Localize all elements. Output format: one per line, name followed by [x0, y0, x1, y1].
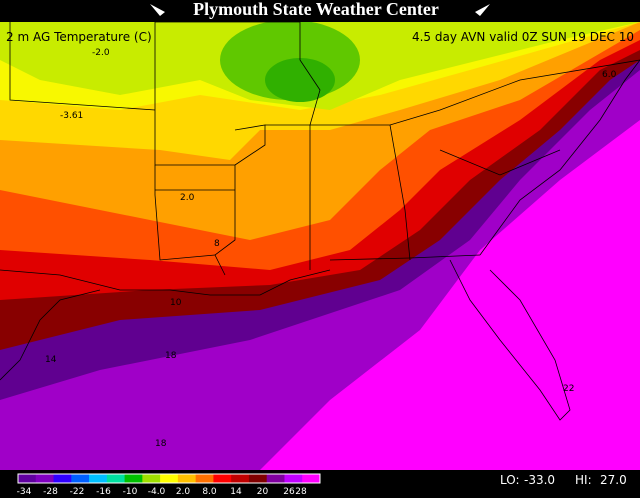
- colorbar-label: 26: [283, 487, 295, 497]
- colorbar-label: 8.0: [202, 487, 217, 497]
- lo-value: -33.0: [524, 473, 555, 487]
- colorbar-swatch: [53, 474, 72, 483]
- colorbar-swatch: [142, 474, 161, 483]
- colorbar-label: 28: [295, 487, 307, 497]
- colorbar-swatch: [213, 474, 232, 483]
- colorbar-swatch: [71, 474, 90, 483]
- colorbar-label: 14: [230, 487, 242, 497]
- contour-label: 18: [155, 439, 167, 449]
- contour-labels: -2.0 -3.61 2.0 6.0 8 10 14 18 22 18: [45, 48, 617, 449]
- contour-label: 6.0: [602, 70, 617, 80]
- colorbar-label: 2.0: [176, 487, 191, 497]
- contour-label: 8: [214, 239, 220, 249]
- colorbar-swatch: [124, 474, 143, 483]
- colorbar-swatch: [89, 474, 108, 483]
- colorbar-label: -4.0: [148, 487, 166, 497]
- hi-value: 27.0: [600, 473, 627, 487]
- contour-label: 2.0: [180, 193, 195, 203]
- lo-label: LO:: [500, 473, 520, 487]
- colorbar-label: -34: [17, 487, 32, 497]
- temperature-field: [0, 20, 640, 470]
- contour-label: -2.0: [92, 48, 110, 58]
- contour-label: 22: [563, 384, 574, 394]
- contour-label: -3.61: [60, 111, 83, 121]
- colorbar-swatch: [284, 474, 303, 483]
- colorbar-swatch: [35, 474, 55, 483]
- colorbar: -34 -28 -22 -16 -10 -4.0 2.0 8.0 14 20 26 28: [17, 473, 321, 497]
- header-bar: [0, 0, 640, 22]
- colorbar-swatch: [231, 474, 250, 483]
- contour-label: 10: [170, 298, 182, 308]
- colorbar-swatch: [177, 474, 197, 483]
- colorbar-frame: [17, 473, 321, 484]
- colorbar-label: 20: [257, 487, 269, 497]
- colorbar-swatch: [248, 474, 268, 483]
- colorbar-label: -10: [123, 487, 138, 497]
- contour-label: 18: [165, 351, 177, 361]
- hi-label: HI:: [575, 473, 592, 487]
- logo-left: [150, 4, 165, 16]
- colorbar-swatch: [18, 474, 37, 483]
- colorbar-label: -16: [96, 487, 111, 497]
- contour-label: 14: [45, 355, 57, 365]
- colorbar-swatch: [195, 474, 214, 483]
- colorbar-swatch: [106, 474, 126, 483]
- colorbar-swatch: [160, 474, 179, 483]
- colorbar-label: -22: [70, 487, 85, 497]
- title: Plymouth State Weather Center: [193, 0, 439, 19]
- colorbar-swatch: [266, 474, 285, 483]
- colorbar-swatch: [302, 474, 321, 483]
- field-label: 2 m AG Temperature (C): [6, 30, 152, 44]
- colorbar-label: -28: [43, 487, 58, 497]
- logo-right: [475, 4, 490, 16]
- valid-label: 4.5 day AVN valid 0Z SUN 19 DEC 10: [412, 30, 634, 44]
